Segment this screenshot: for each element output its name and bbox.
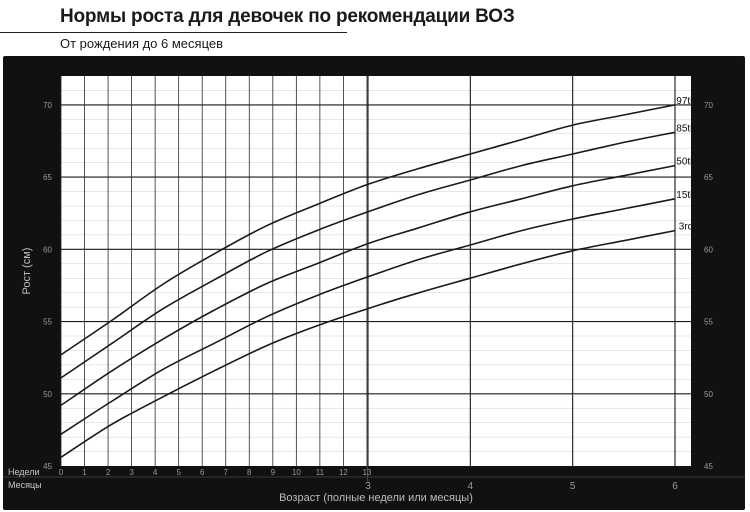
curve-85th	[60, 131, 676, 379]
week-tick-label: 7	[224, 468, 229, 477]
week-tick-label: 5	[176, 468, 181, 477]
series-label-97th: 97th	[676, 96, 695, 107]
y-tick-label-left: 60	[43, 245, 52, 254]
y-tick-label-left: 55	[43, 318, 52, 327]
y-tick-label-right: 55	[704, 318, 713, 327]
series-label-3rd: 3rd	[679, 222, 693, 233]
curve-97th	[60, 104, 676, 356]
curve-15th	[60, 198, 676, 435]
week-tick-label: 8	[247, 468, 252, 477]
curve-3rd	[60, 229, 676, 458]
curve-50th	[60, 164, 676, 406]
series-label-85th: 85th	[676, 123, 695, 134]
y-tick-label-left: 45	[43, 462, 52, 471]
percentile-curves	[60, 104, 676, 458]
y-tick-label-left: 70	[43, 101, 52, 110]
series-label-50th: 50th	[676, 157, 695, 168]
grid-lines	[60, 76, 691, 483]
y-tick-label-right: 65	[704, 173, 713, 182]
week-tick-label: 9	[271, 468, 276, 477]
weeks-row-label: Недели	[8, 467, 40, 477]
week-tick-label: 0	[59, 468, 64, 477]
week-month-connector	[366, 465, 369, 483]
series-label-15th: 15th	[676, 190, 695, 201]
week-tick-label: 12	[339, 468, 348, 477]
title-divider	[0, 32, 347, 33]
plot-area	[61, 76, 691, 466]
months-row-label: Месяцы	[8, 480, 42, 490]
month-tick-label: 4	[468, 481, 474, 492]
page-subtitle: От рождения до 6 месяцев	[60, 36, 224, 51]
y-axis-title: Рост (см)	[21, 248, 33, 295]
week-tick-label: 10	[292, 468, 301, 477]
month-tick-label: 5	[570, 481, 576, 492]
week-tick-label: 13	[362, 468, 371, 477]
y-tick-label-right: 70	[704, 101, 713, 110]
y-tick-label-left: 65	[43, 173, 52, 182]
week-tick-label: 3	[129, 468, 134, 477]
y-tick-label-right: 60	[704, 245, 713, 254]
week-tick-label: 6	[200, 468, 205, 477]
week-tick-label: 4	[153, 468, 158, 477]
month-tick-label: 3	[365, 481, 371, 492]
y-tick-label-right: 45	[704, 462, 713, 471]
y-tick-label-right: 50	[704, 390, 713, 399]
page-title: Нормы роста для девочек по рекомендации …	[60, 6, 515, 27]
week-tick-label: 2	[106, 468, 111, 477]
x-axis-title: Возраст (полные недели или месяцы)	[279, 492, 473, 504]
y-tick-label-left: 50	[43, 390, 52, 399]
month-tick-label: 6	[672, 481, 678, 492]
week-tick-label: 1	[82, 468, 87, 477]
week-tick-label: 11	[316, 468, 325, 477]
